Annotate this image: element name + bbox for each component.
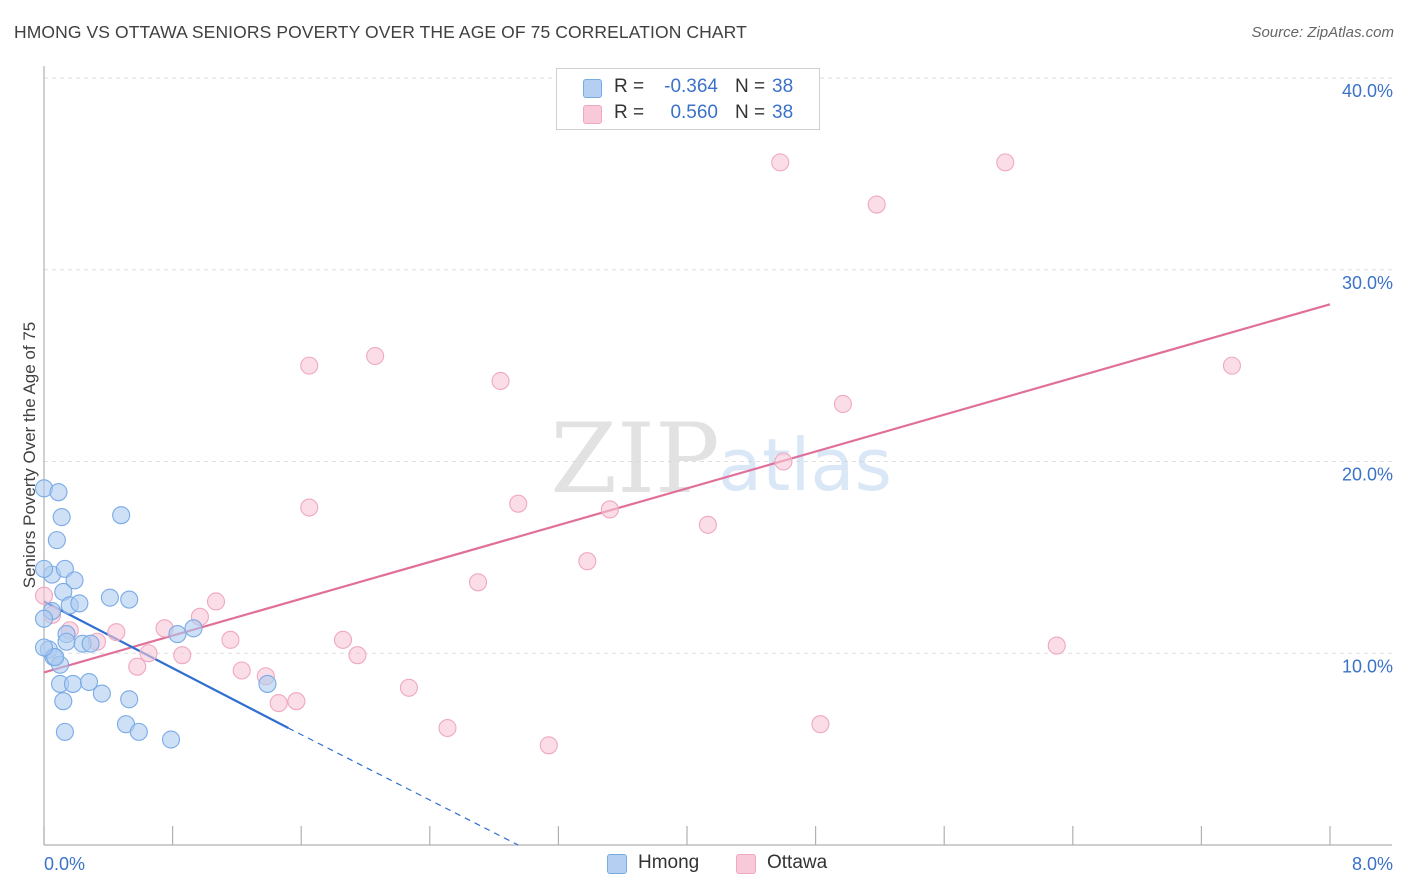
hmong-r-label: R =	[614, 76, 645, 97]
hmong-trend-line	[43, 600, 289, 730]
hmong-point	[168, 625, 187, 644]
ottawa-point	[34, 586, 54, 605]
hmong-point	[70, 594, 89, 613]
hmong-point	[63, 674, 82, 693]
ottawa-point	[600, 500, 619, 519]
hmong-point	[34, 559, 54, 578]
ottawa-point	[468, 573, 488, 592]
hmong-point	[55, 722, 74, 741]
ottawa-point	[438, 718, 457, 738]
hmong-point	[92, 684, 111, 703]
hmong-point	[52, 508, 71, 527]
ottawa-point	[539, 736, 558, 755]
watermark: ZIP atlas	[550, 403, 892, 515]
hmong-n-value: 38	[772, 76, 794, 97]
hmong-legend-swatch	[607, 854, 627, 874]
ottawa-point	[206, 592, 226, 611]
y-tick-label: 10.0%	[1342, 656, 1393, 676]
ottawa-point	[867, 195, 886, 214]
hmong-point	[65, 571, 84, 590]
ottawa-point	[128, 657, 147, 676]
hmong-point	[129, 722, 148, 741]
hmong-point	[34, 638, 54, 657]
hmong-point	[258, 674, 277, 693]
ottawa-point	[774, 452, 793, 471]
hmong-point	[184, 619, 203, 638]
watermark-zip: ZIP	[550, 403, 719, 515]
hmong-point	[120, 590, 139, 609]
ottawa-point	[173, 646, 192, 665]
ottawa-point	[811, 715, 830, 734]
ottawa-point	[1047, 636, 1066, 655]
ottawa-point	[833, 394, 852, 414]
ottawa-point	[300, 498, 319, 517]
ottawa-point	[366, 346, 385, 366]
hmong-point	[81, 634, 100, 653]
ottawa-point	[509, 494, 528, 513]
gridlines	[44, 77, 1392, 654]
ottawa-point	[232, 661, 251, 680]
ottawa-point	[333, 630, 353, 649]
ottawa-legend-label: Ottawa	[767, 852, 828, 873]
ottawa-legend-swatch	[736, 854, 756, 874]
chart-title: HMONG VS OTTAWA SENIORS POVERTY OVER THE…	[14, 22, 747, 42]
hmong-trend-extension	[288, 727, 519, 846]
ottawa-n-value: 38	[772, 102, 794, 123]
ottawa-point	[698, 515, 717, 534]
ottawa-point	[269, 694, 288, 713]
hmong-point	[120, 690, 139, 709]
hmong-point	[79, 672, 99, 692]
hmong-r-value: -0.364	[664, 76, 718, 97]
trend-lines	[43, 303, 1331, 846]
hmong-point	[161, 730, 181, 749]
axes	[43, 66, 1392, 846]
ottawa-r-value: 0.560	[670, 102, 718, 123]
ottawa-swatch	[583, 105, 602, 124]
data-points	[34, 153, 1241, 755]
ottawa-point	[1222, 356, 1241, 375]
ottawa-point	[221, 630, 240, 649]
ottawa-trend-line	[43, 303, 1331, 674]
ottawa-point	[771, 153, 790, 172]
ottawa-point	[287, 692, 306, 711]
hmong-legend-label: Hmong	[638, 852, 700, 873]
source-label: Source: ZipAtlas.com	[1251, 24, 1394, 41]
y-tick-label: 30.0%	[1342, 273, 1393, 293]
hmong-point	[34, 609, 54, 628]
ottawa-point	[996, 153, 1015, 172]
watermark-atlas: atlas	[718, 423, 892, 507]
ottawa-point	[399, 678, 418, 697]
hmong-point	[100, 588, 119, 607]
ottawa-point	[348, 646, 367, 665]
ottawa-n-label: N =	[735, 102, 766, 123]
ottawa-point	[107, 623, 126, 642]
y-tick-label: 40.0%	[1342, 81, 1393, 101]
ottawa-point	[491, 371, 510, 391]
ottawa-point	[578, 552, 597, 571]
x-tick-label-right: 8.0%	[1352, 854, 1393, 874]
ottawa-r-label: R =	[614, 102, 645, 123]
hmong-point	[54, 692, 73, 711]
hmong-point	[49, 483, 68, 502]
hmong-point	[57, 632, 76, 651]
hmong-point	[112, 506, 131, 525]
x-tick-label-left: 0.0%	[44, 854, 85, 874]
hmong-point	[47, 531, 66, 550]
y-tick-label: 20.0%	[1342, 465, 1393, 485]
ottawa-point	[139, 644, 158, 663]
hmong-swatch	[583, 79, 602, 98]
stats-legend: R = -0.364 N = 38 R = 0.560 N = 38	[556, 68, 820, 130]
ottawa-point	[300, 356, 319, 375]
tick-labels: 10.0% 20.0% 30.0% 40.0% 0.0% 8.0%	[44, 81, 1393, 874]
hmong-n-label: N =	[735, 76, 766, 97]
